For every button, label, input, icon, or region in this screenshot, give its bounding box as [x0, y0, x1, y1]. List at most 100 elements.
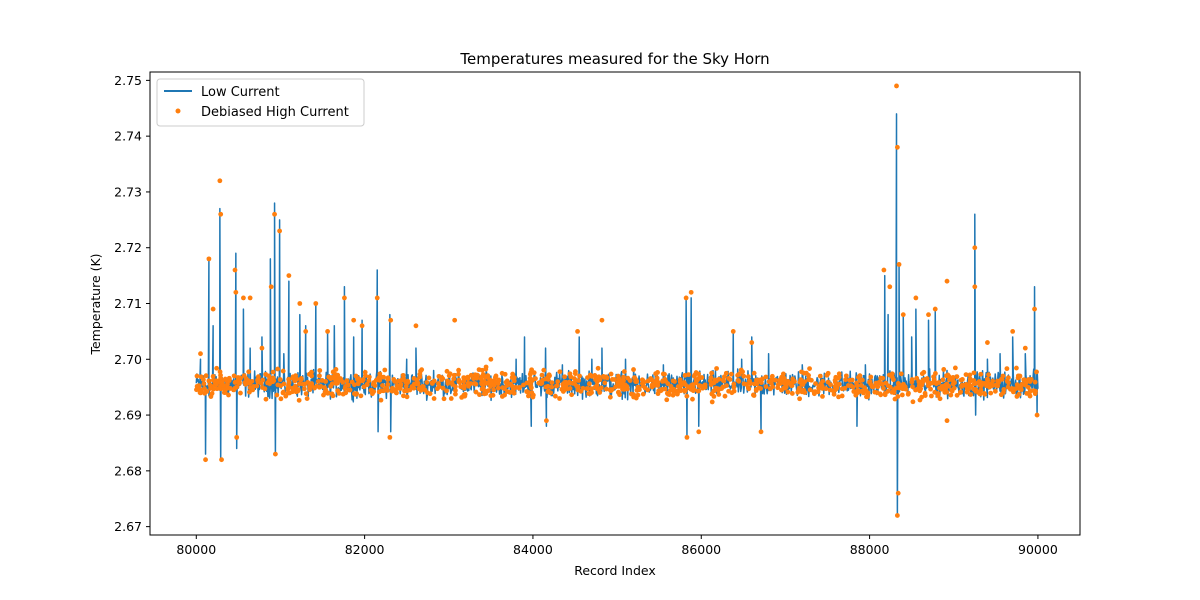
- high-current-point: [504, 383, 510, 389]
- high-current-outlier-point: [896, 262, 902, 267]
- high-current-outlier-point: [272, 211, 277, 217]
- high-current-point: [479, 380, 484, 386]
- high-current-point: [370, 391, 375, 397]
- high-current-point: [404, 394, 410, 400]
- high-current-point: [928, 386, 933, 392]
- high-current-point: [539, 380, 545, 386]
- high-current-point: [745, 385, 751, 391]
- high-current-point: [909, 377, 915, 382]
- high-current-outlier-point: [900, 312, 906, 318]
- high-current-point: [714, 366, 719, 371]
- high-current-point: [978, 371, 984, 377]
- high-current-point: [549, 384, 555, 390]
- high-current-point: [894, 385, 900, 391]
- high-current-point: [468, 372, 474, 378]
- high-current-point: [296, 397, 302, 403]
- high-current-point: [853, 392, 859, 398]
- high-current-point: [770, 377, 776, 383]
- high-current-point: [722, 393, 728, 399]
- high-current-point: [621, 369, 627, 374]
- high-current-point: [995, 378, 1000, 384]
- high-current-outlier-point: [544, 418, 549, 424]
- high-current-point: [312, 385, 317, 391]
- high-current-point: [709, 370, 715, 376]
- high-current-point: [528, 380, 533, 386]
- high-current-point: [270, 369, 276, 375]
- high-current-point: [529, 390, 535, 395]
- high-current-point: [373, 377, 379, 383]
- high-current-point: [294, 376, 300, 382]
- high-current-point: [807, 366, 812, 372]
- high-current-point: [453, 388, 458, 393]
- high-current-point: [709, 399, 715, 405]
- high-current-point: [952, 365, 958, 371]
- high-current-outlier-point: [233, 289, 239, 295]
- high-current-point: [456, 367, 461, 373]
- high-current-point: [278, 383, 284, 389]
- high-current-outlier-point: [210, 306, 216, 312]
- high-current-point: [758, 386, 764, 391]
- high-current-point: [477, 392, 482, 398]
- high-current-point: [488, 393, 494, 399]
- high-current-point: [1018, 387, 1024, 393]
- high-current-outlier-point: [277, 228, 283, 234]
- high-current-point: [666, 392, 672, 397]
- high-current-point: [529, 367, 534, 373]
- high-current-point: [246, 369, 252, 375]
- high-current-point: [545, 383, 551, 389]
- high-current-point: [816, 385, 822, 391]
- high-current-point: [539, 372, 545, 378]
- high-current-point: [875, 384, 881, 390]
- high-current-point: [298, 377, 304, 383]
- high-current-point: [568, 374, 574, 380]
- high-current-point: [609, 377, 615, 382]
- high-current-point: [347, 387, 353, 393]
- high-current-point: [668, 384, 674, 389]
- high-current-point: [451, 376, 457, 382]
- high-current-point: [988, 390, 994, 396]
- high-current-point: [461, 385, 467, 391]
- high-current-point: [621, 378, 626, 384]
- high-current-point: [562, 384, 567, 390]
- high-current-point: [682, 388, 688, 394]
- y-axis-label: Temperature (K): [88, 253, 103, 355]
- high-current-outlier-point: [413, 323, 419, 329]
- high-current-point: [479, 367, 485, 373]
- high-current-point: [323, 379, 329, 384]
- high-current-point: [877, 391, 883, 397]
- high-current-point: [781, 385, 787, 391]
- high-current-point: [491, 382, 497, 388]
- high-current-point: [984, 383, 989, 389]
- high-current-point: [495, 381, 501, 387]
- high-current-point: [906, 390, 911, 396]
- high-current-point: [465, 374, 471, 380]
- high-current-point: [690, 396, 695, 402]
- plot-area: [194, 83, 1040, 518]
- high-current-point: [485, 380, 490, 386]
- high-current-point: [857, 373, 863, 379]
- high-current-outlier-point: [683, 295, 689, 301]
- high-current-outlier-point: [342, 295, 347, 301]
- high-current-point: [426, 375, 432, 381]
- high-current-point: [278, 396, 284, 402]
- high-current-point: [684, 393, 690, 399]
- high-current-point: [304, 396, 310, 402]
- high-current-point: [817, 373, 823, 379]
- high-current-point: [557, 396, 562, 401]
- high-current-point: [572, 371, 578, 377]
- high-current-point: [549, 380, 555, 385]
- high-current-point: [798, 377, 804, 383]
- high-current-outlier-point: [758, 429, 764, 435]
- high-current-point: [541, 367, 547, 373]
- high-current-point: [682, 372, 688, 378]
- high-current-outlier-point: [234, 434, 240, 440]
- high-current-point: [380, 383, 385, 388]
- high-current-point: [813, 381, 818, 387]
- high-current-point: [696, 388, 702, 394]
- high-current-point: [954, 392, 960, 398]
- high-current-point: [812, 389, 818, 395]
- high-current-point: [795, 389, 801, 395]
- high-current-point: [370, 381, 376, 387]
- high-current-point: [303, 391, 309, 397]
- high-current-outlier-point: [232, 267, 238, 273]
